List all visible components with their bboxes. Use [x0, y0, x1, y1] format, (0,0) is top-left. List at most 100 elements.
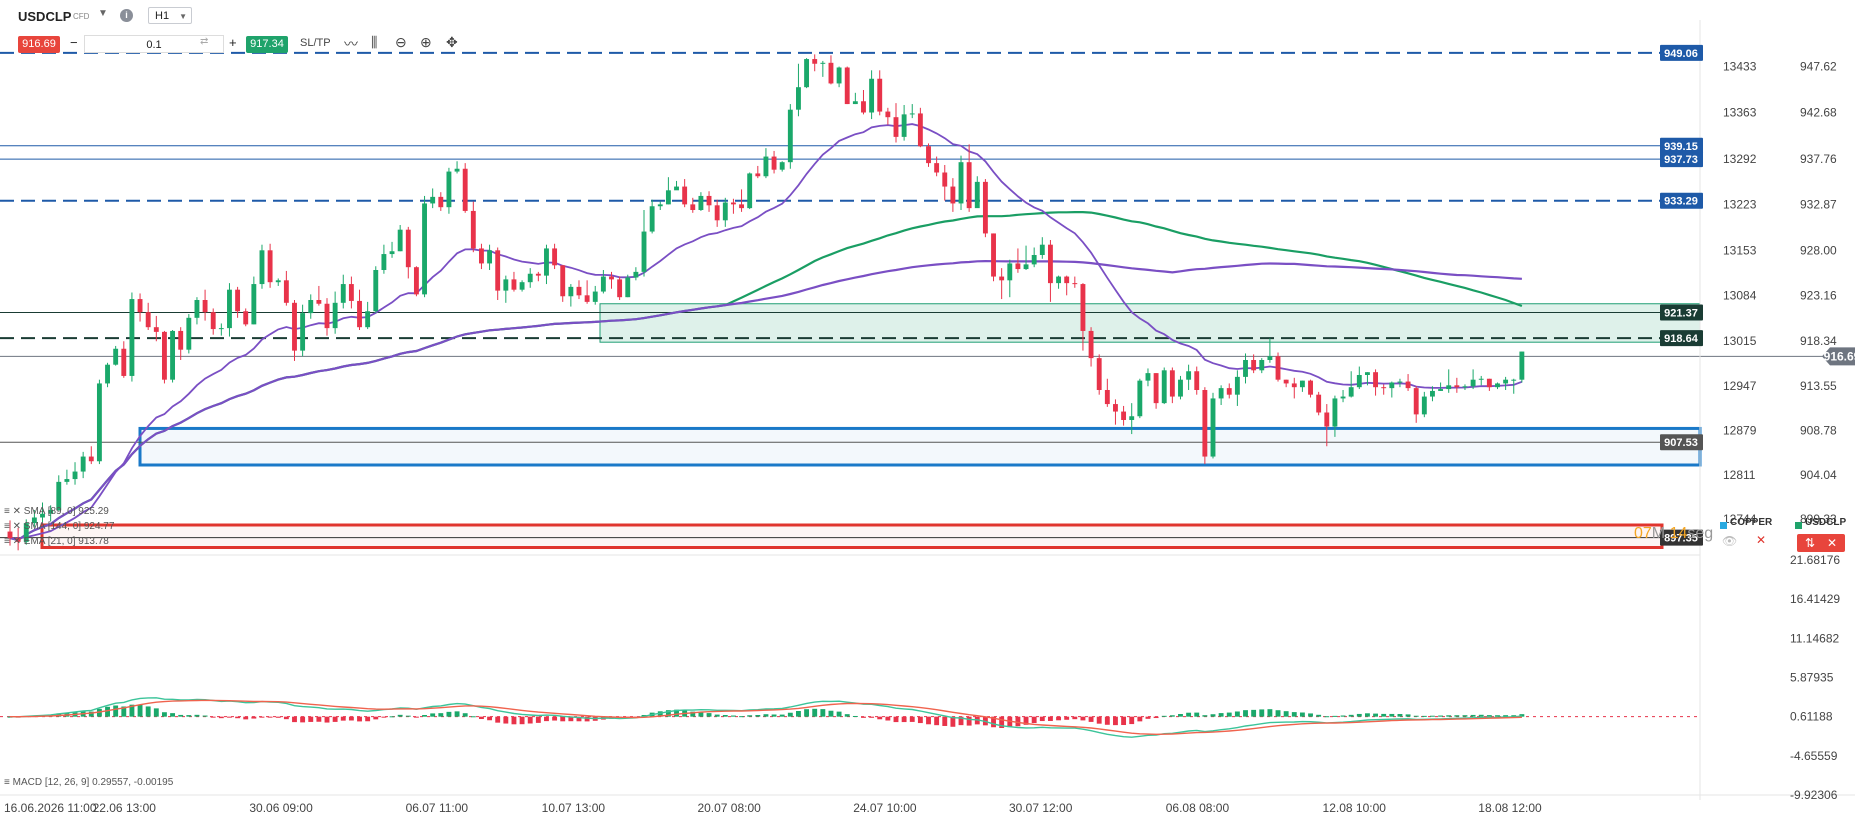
candle[interactable] [96, 383, 102, 462]
candle[interactable] [1478, 378, 1484, 380]
candle[interactable] [7, 531, 13, 539]
candle[interactable] [844, 67, 850, 105]
candle[interactable] [1088, 330, 1094, 359]
candle[interactable] [982, 181, 988, 234]
candle[interactable] [665, 190, 671, 205]
symbol-name[interactable]: USDCLP [18, 9, 72, 24]
candle[interactable] [430, 196, 436, 204]
macd-legend[interactable]: ≡ MACD [12, 26, 9] 0.29557, -0.00195 [4, 777, 173, 788]
candle[interactable] [186, 317, 192, 350]
candle[interactable] [227, 289, 232, 329]
candle[interactable] [48, 510, 54, 514]
candle[interactable] [413, 267, 419, 295]
candle[interactable] [1291, 383, 1297, 388]
candle[interactable] [251, 284, 257, 325]
candle[interactable] [1299, 380, 1305, 388]
candle[interactable] [1316, 394, 1322, 413]
sma-89-line[interactable] [9, 211, 1523, 542]
candle[interactable] [885, 111, 891, 118]
candle[interactable] [324, 303, 330, 329]
candle[interactable] [397, 229, 403, 252]
candle[interactable] [1389, 382, 1395, 389]
candle[interactable] [674, 186, 679, 191]
candle[interactable] [170, 330, 176, 380]
candle[interactable] [202, 300, 208, 313]
candle[interactable] [194, 300, 200, 318]
buy-button[interactable]: 917.34 [246, 36, 288, 53]
candle[interactable] [56, 481, 62, 510]
candle[interactable] [72, 471, 78, 480]
candle[interactable] [308, 300, 314, 314]
candle[interactable] [218, 328, 224, 330]
candle[interactable] [23, 523, 29, 542]
candle[interactable] [1129, 416, 1135, 420]
candle[interactable] [649, 206, 655, 232]
candle[interactable] [950, 186, 956, 204]
candle[interactable] [405, 229, 411, 268]
ema-21-line[interactable] [9, 123, 1523, 540]
candle[interactable] [1519, 351, 1525, 380]
candle[interactable] [657, 204, 663, 207]
candle[interactable] [1413, 388, 1419, 415]
candle[interactable] [544, 248, 549, 276]
candle[interactable] [1137, 380, 1143, 417]
crosshair-icon[interactable]: ✥ [446, 34, 458, 50]
candle[interactable] [852, 101, 858, 105]
eye-icon[interactable]: 👁 [1722, 534, 1738, 548]
usdclp-legend[interactable]: USDCLP [1805, 517, 1847, 528]
candle[interactable] [1121, 411, 1127, 420]
candle[interactable] [162, 331, 167, 380]
candle[interactable] [1308, 380, 1313, 395]
candle[interactable] [332, 302, 338, 329]
chevron-down-icon[interactable]: ▼ [98, 8, 108, 19]
candle[interactable] [1047, 244, 1053, 284]
macd-signal-line[interactable] [10, 699, 1522, 736]
candle[interactable] [210, 312, 216, 330]
candle[interactable] [991, 233, 996, 277]
candle[interactable] [1381, 387, 1387, 389]
sltp-button[interactable]: SL/TP [300, 37, 331, 49]
candle[interactable] [1104, 390, 1110, 405]
decrease-lot-button[interactable]: − [70, 35, 78, 50]
candle[interactable] [1210, 398, 1216, 457]
candle[interactable] [714, 205, 720, 221]
candle[interactable] [999, 276, 1005, 281]
candle[interactable] [511, 279, 517, 290]
candle[interactable] [178, 330, 184, 350]
candle[interactable] [609, 276, 614, 280]
candle[interactable] [275, 280, 281, 283]
candle[interactable] [259, 250, 265, 285]
candle[interactable] [787, 109, 793, 163]
candle[interactable] [1015, 263, 1021, 270]
candle[interactable] [527, 273, 533, 283]
candle[interactable] [1495, 383, 1500, 388]
candle[interactable] [1348, 387, 1354, 397]
candle[interactable] [771, 156, 777, 170]
candle[interactable] [1243, 360, 1248, 377]
candle[interactable] [88, 456, 94, 462]
line-chart-icon[interactable]: 〰 [344, 36, 358, 52]
candle[interactable] [373, 270, 379, 312]
candle[interactable] [1324, 412, 1330, 427]
candle[interactable] [966, 162, 972, 209]
candle[interactable] [479, 248, 484, 264]
candle[interactable] [243, 311, 249, 325]
candle[interactable] [617, 279, 623, 298]
candle[interactable] [422, 203, 427, 295]
sell-button[interactable]: 916.69 [18, 36, 60, 53]
candle[interactable] [1454, 385, 1460, 388]
candle[interactable] [348, 284, 354, 301]
candle[interactable] [292, 302, 297, 351]
copper-legend[interactable]: COPPER [1730, 517, 1773, 528]
close-icon[interactable]: ✕ [1827, 536, 1838, 550]
candle[interactable] [600, 276, 606, 292]
candle[interactable] [1251, 360, 1257, 371]
candle[interactable] [796, 87, 801, 110]
candle[interactable] [267, 250, 273, 283]
candle[interactable] [1332, 398, 1338, 427]
indicator-legend-1[interactable]: ≡ ✕ SMA [89, 0] 925.29 [4, 506, 109, 517]
timeframe-select[interactable]: H1 ▼ [148, 7, 192, 24]
candle[interactable] [365, 311, 371, 328]
candle[interactable] [730, 202, 736, 205]
